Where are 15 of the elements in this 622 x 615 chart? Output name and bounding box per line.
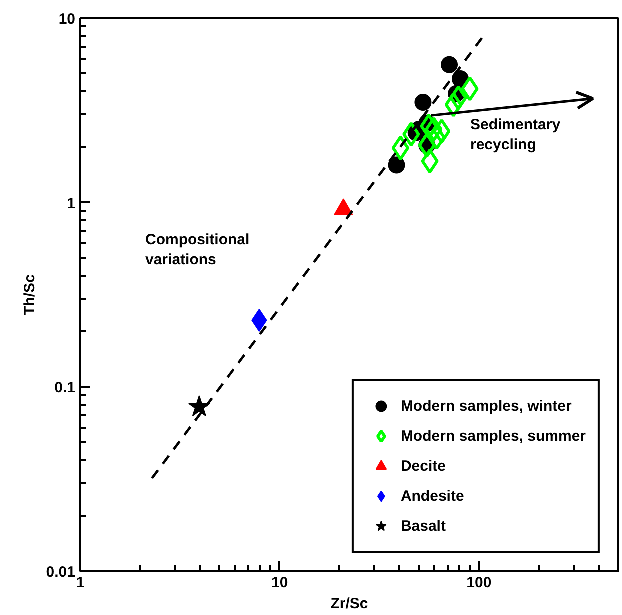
y-tick-label: 1 [67,195,76,212]
x-axis-title: Zr/Sc [330,596,368,612]
annotation: Compositional variations [146,232,250,268]
annotation: Sedimentary recycling [470,116,562,154]
y-tick-label: 0.1 [54,380,76,397]
x-tick-label: 10 [271,574,288,592]
y-tick-label: 0.01 [46,564,76,581]
legend-label: Modern samples, summer [400,428,586,444]
y-tick-label: 10 [58,11,76,28]
y-axis-title: Th/Sc [21,274,38,316]
legend-label: Andesite [400,488,464,504]
legend-label: Modern samples, winter [400,398,572,414]
x-tick-label: 100 [466,574,492,592]
legend-label: Basalt [400,518,446,534]
legend-label: Decite [400,458,446,474]
